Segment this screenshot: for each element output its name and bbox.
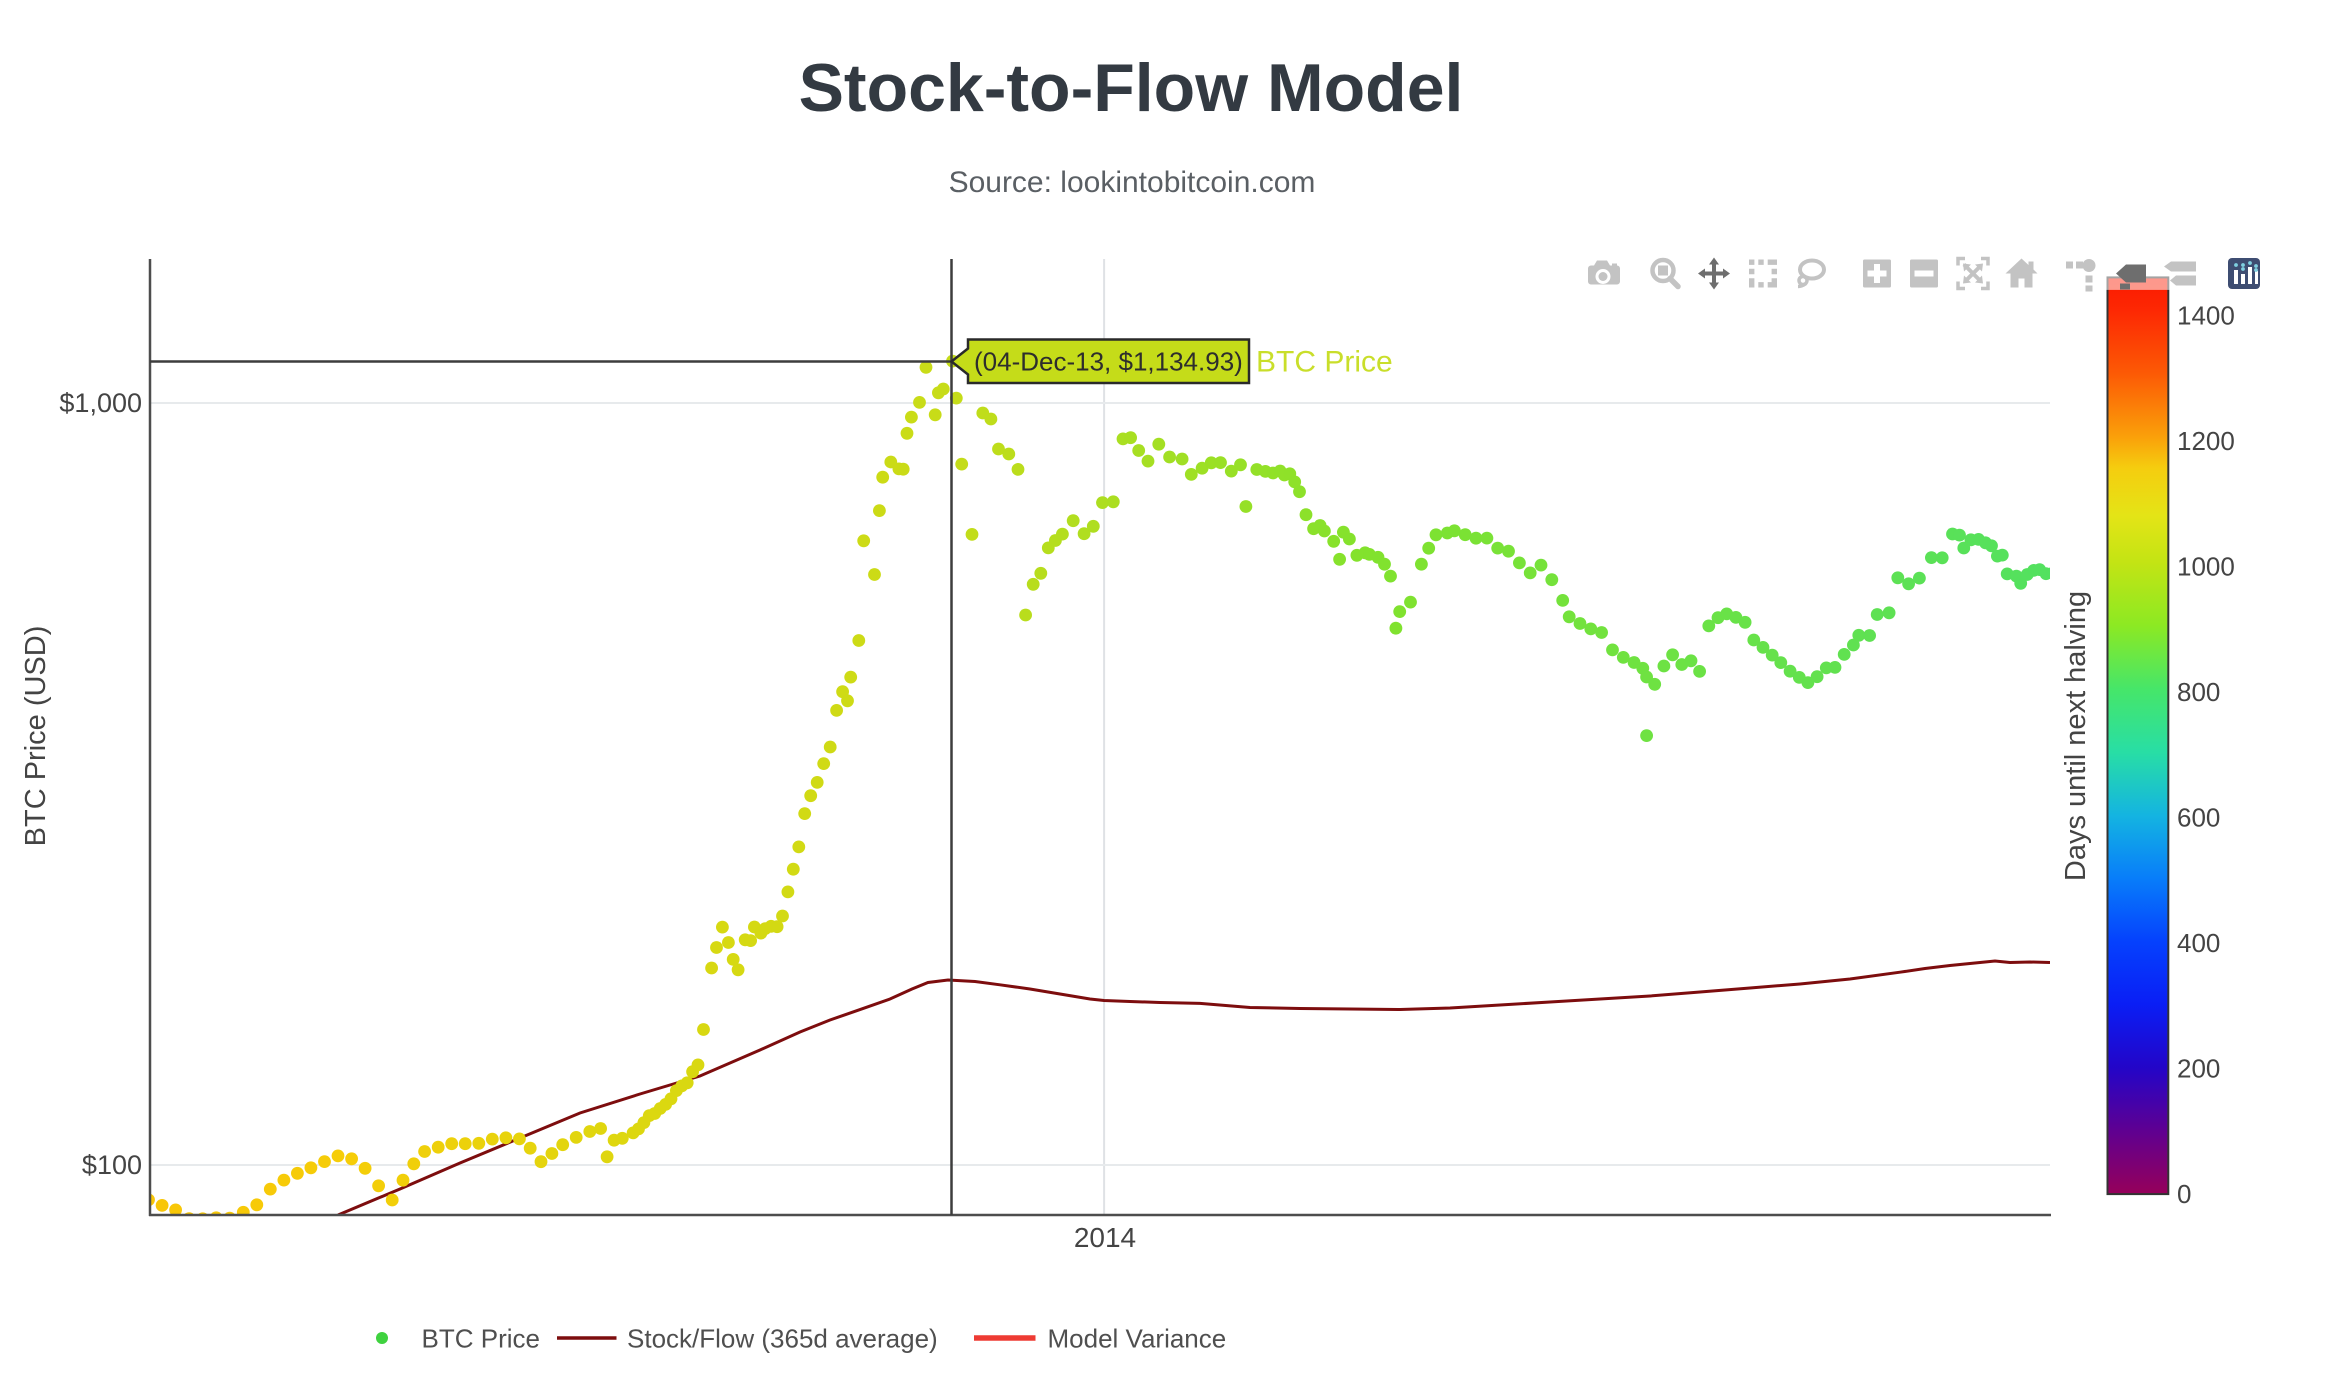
svg-text:(04-Dec-13, $1,134.93): (04-Dec-13, $1,134.93) xyxy=(974,347,1243,377)
svg-text:BTC Price (USD): BTC Price (USD) xyxy=(20,626,52,847)
svg-text:0: 0 xyxy=(2177,1179,2191,1209)
svg-text:BTC Price: BTC Price xyxy=(1256,346,1393,379)
svg-text:600: 600 xyxy=(2177,803,2220,833)
svg-text:2014: 2014 xyxy=(1074,1222,1136,1253)
svg-text:Stock-to-Flow Model: Stock-to-Flow Model xyxy=(799,50,1464,126)
svg-text:Days until next halving: Days until next halving xyxy=(2060,591,2092,881)
svg-text:Source: lookintobitcoin.com: Source: lookintobitcoin.com xyxy=(949,166,1316,199)
svg-text:$1,000: $1,000 xyxy=(59,388,142,418)
svg-text:BTC Price: BTC Price xyxy=(422,1324,540,1354)
svg-text:$100: $100 xyxy=(82,1150,142,1180)
svg-text:1000: 1000 xyxy=(2177,552,2235,582)
svg-text:Stock/Flow (365d average): Stock/Flow (365d average) xyxy=(627,1324,938,1354)
svg-text:1200: 1200 xyxy=(2177,426,2235,456)
svg-text:Model Variance: Model Variance xyxy=(1048,1324,1227,1354)
svg-text:800: 800 xyxy=(2177,677,2220,707)
svg-text:200: 200 xyxy=(2177,1054,2220,1084)
svg-text:400: 400 xyxy=(2177,928,2220,958)
svg-text:1400: 1400 xyxy=(2177,301,2235,331)
